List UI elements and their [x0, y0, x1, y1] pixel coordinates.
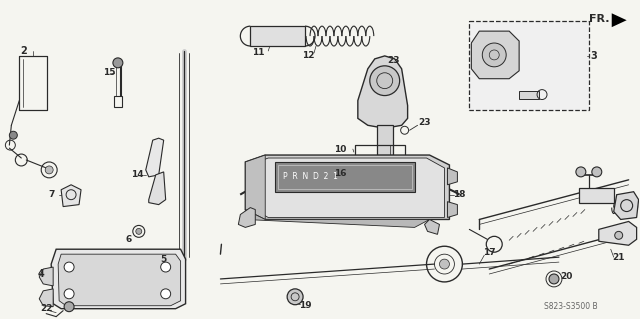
- Text: 10: 10: [333, 145, 346, 153]
- Polygon shape: [614, 192, 639, 219]
- Bar: [519, 91, 539, 99]
- Circle shape: [370, 66, 399, 96]
- Polygon shape: [471, 31, 519, 79]
- Text: 14: 14: [131, 170, 144, 179]
- Circle shape: [144, 250, 157, 264]
- Circle shape: [592, 167, 602, 177]
- Text: 18: 18: [453, 190, 466, 199]
- Circle shape: [113, 58, 123, 68]
- Polygon shape: [61, 185, 81, 207]
- Text: 11: 11: [252, 48, 264, 57]
- Polygon shape: [612, 13, 627, 27]
- Text: 23: 23: [387, 56, 400, 65]
- Polygon shape: [39, 267, 53, 286]
- Text: 16: 16: [333, 169, 346, 178]
- Circle shape: [64, 302, 74, 312]
- Text: 12: 12: [302, 51, 314, 60]
- Bar: [278, 165, 412, 189]
- Text: 6: 6: [125, 235, 132, 244]
- Bar: [355, 145, 404, 167]
- Circle shape: [614, 231, 623, 239]
- Polygon shape: [447, 168, 458, 185]
- Bar: [19, 56, 47, 110]
- Text: 23: 23: [419, 118, 431, 127]
- Text: 7: 7: [48, 190, 54, 199]
- Bar: [579, 188, 614, 203]
- Polygon shape: [358, 56, 408, 128]
- Circle shape: [161, 289, 171, 299]
- Text: 17: 17: [483, 248, 495, 257]
- Polygon shape: [599, 221, 637, 245]
- Circle shape: [576, 167, 586, 177]
- Polygon shape: [51, 249, 186, 309]
- Circle shape: [64, 289, 74, 299]
- Text: S823-S3500 B: S823-S3500 B: [544, 302, 598, 311]
- Circle shape: [161, 262, 171, 272]
- Polygon shape: [245, 155, 265, 219]
- Bar: [355, 145, 390, 167]
- Bar: [275, 162, 415, 192]
- Text: 15: 15: [102, 68, 115, 77]
- Polygon shape: [146, 138, 164, 177]
- Polygon shape: [245, 210, 429, 227]
- Circle shape: [45, 166, 53, 174]
- Polygon shape: [148, 172, 166, 204]
- Circle shape: [440, 259, 449, 269]
- Bar: [114, 96, 122, 108]
- Circle shape: [64, 262, 74, 272]
- Circle shape: [10, 131, 17, 139]
- Bar: [358, 168, 388, 183]
- Circle shape: [136, 228, 142, 234]
- Text: FR.: FR.: [589, 14, 609, 24]
- Polygon shape: [58, 254, 180, 306]
- Circle shape: [287, 289, 303, 305]
- Text: P  R  N  D  2  1: P R N D 2 1: [283, 172, 337, 181]
- Text: 21: 21: [612, 253, 625, 262]
- Text: 4: 4: [38, 269, 45, 279]
- Polygon shape: [245, 155, 449, 219]
- Bar: [250, 26, 305, 46]
- Text: 20: 20: [561, 272, 573, 281]
- Text: 2: 2: [20, 46, 27, 56]
- Text: 19: 19: [299, 301, 312, 310]
- Circle shape: [549, 274, 559, 284]
- Polygon shape: [39, 289, 53, 307]
- Text: 3: 3: [591, 51, 597, 61]
- Text: 22: 22: [40, 304, 52, 313]
- Bar: [469, 21, 589, 110]
- Circle shape: [483, 43, 506, 67]
- Text: 5: 5: [161, 255, 167, 263]
- Polygon shape: [447, 202, 458, 218]
- Bar: [377, 125, 393, 155]
- Polygon shape: [250, 158, 444, 218]
- Polygon shape: [238, 208, 255, 227]
- Polygon shape: [424, 219, 440, 234]
